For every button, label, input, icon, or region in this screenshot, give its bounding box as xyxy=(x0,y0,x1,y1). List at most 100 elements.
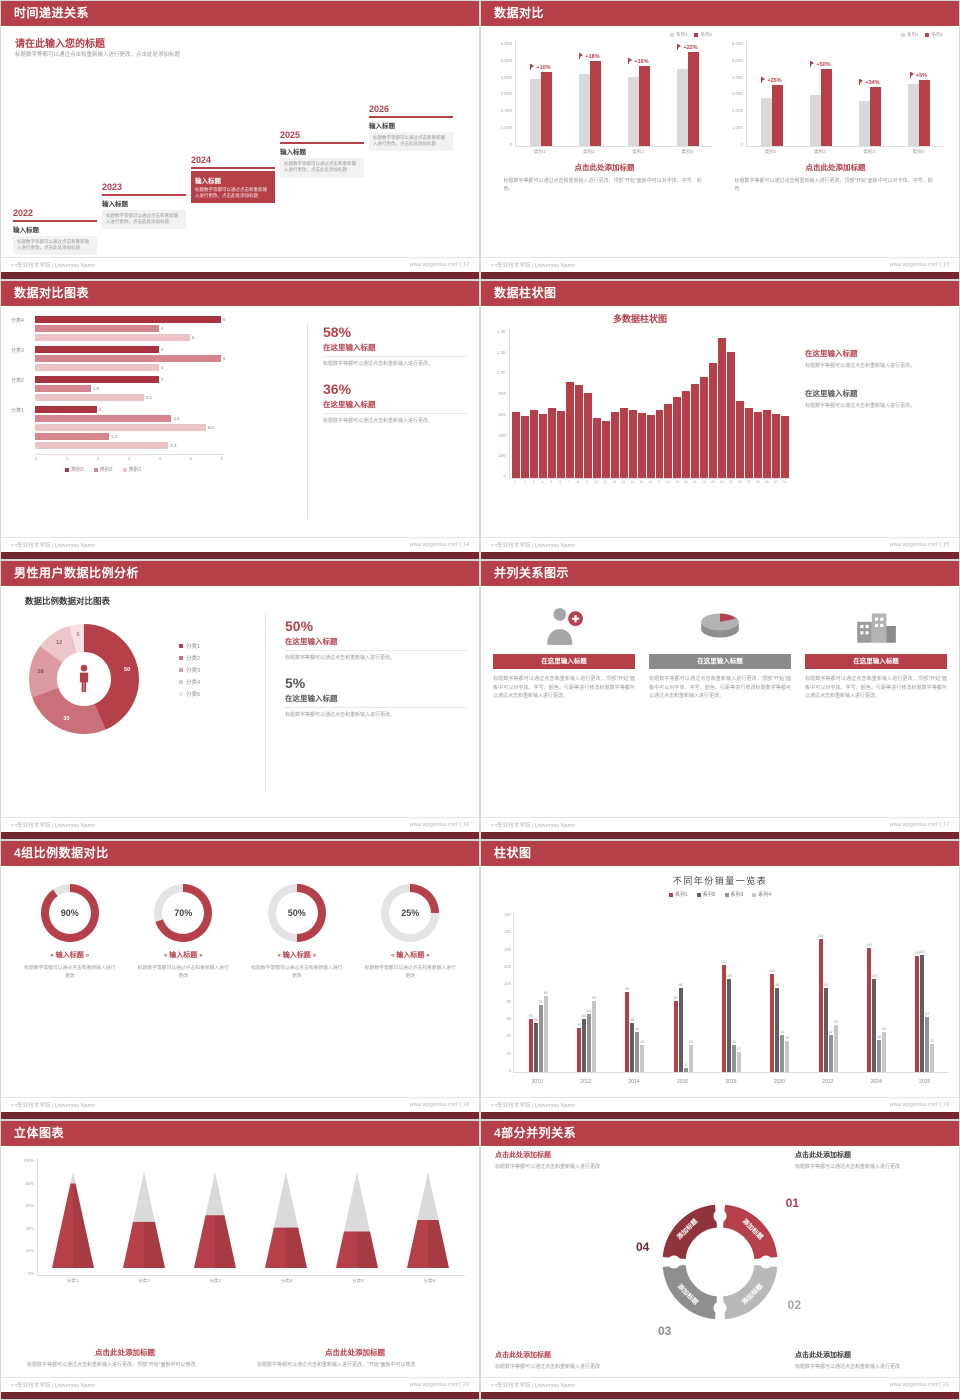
timeline-divider xyxy=(369,115,453,118)
timeline-year: 2023 xyxy=(102,181,123,192)
footer-strip xyxy=(481,832,959,839)
x-label: 分类2 xyxy=(138,1278,150,1283)
x-label: 7 xyxy=(568,480,571,484)
legend-swatch xyxy=(925,33,930,37)
flag-icon xyxy=(859,78,864,85)
x-label: 2010 xyxy=(531,1079,543,1085)
value-label: 30 xyxy=(731,1040,736,1045)
value-label: 35 xyxy=(785,1035,790,1040)
timeline-item: 2026 输入标题 标题数字等都可以通过点击和重新输入进行更改，点击此处添加标题 xyxy=(369,104,453,151)
bar: 30 xyxy=(688,1040,693,1072)
y-tick: 6,000 xyxy=(731,41,743,46)
caption: 点击此处添加标题 标题数字等都可以通过点击和重新输入进行更改，顶部“开始”面板中可… xyxy=(497,162,712,193)
slide-15-column-chart[interactable]: 数据柱状图 多数据柱状图 1.4K 1.2K 1.0K 800 600 400 200 0 1 2… xyxy=(481,281,959,559)
bar xyxy=(763,409,772,478)
right-mark: » xyxy=(85,953,90,959)
slide-footer: ××职业技术学院 | University Name www.aotgenius.… xyxy=(481,537,959,552)
column-chart-panel: 多数据柱状图 1.4K 1.2K 1.0K 800 600 400 200 0 1 2 3 4 5 6 7 8… xyxy=(489,312,791,484)
timeline-desc: 标题数字等都可以通过点击和重新输入进行更改，点击此处添加标题 xyxy=(102,209,186,229)
y-tick: 1.2K xyxy=(496,349,506,355)
legend-item: 分类3 xyxy=(179,666,200,674)
slide-13-data-comparison[interactable]: 数据对比 系列1 系列2 6,000 5,000 4,000 3,000 2,000 1,00… xyxy=(481,1,959,279)
plot-area xyxy=(509,329,791,479)
bar: 75 xyxy=(538,1000,543,1072)
y-axis: 1.4K 1.2K 1.0K 800 600 400 200 0 xyxy=(489,329,509,479)
timeline-divider xyxy=(191,166,275,169)
bar-line: 1.8 xyxy=(35,385,301,392)
slide-21-four-part-relation[interactable]: 4部分并列关系 点击此处添加标题 标题数字等都可以通过点击和重新输入进行更改 点… xyxy=(481,1121,959,1399)
x-label: 20 xyxy=(683,480,688,484)
flag-icon xyxy=(909,72,915,79)
value-label: 4.3 xyxy=(170,443,177,448)
bar: 45 xyxy=(635,1027,640,1072)
column-desc: 标题数字等都可以通过点击和重新输入进行更改，顶部“开始”面板中可以对字体、字号、… xyxy=(493,676,635,699)
text-block-bottom-right: 点击此处添加标题 标题数字等都可以通过点击和重新输入进行更改 xyxy=(795,1350,947,1371)
bars xyxy=(760,85,783,146)
footer-strip xyxy=(1,1112,479,1119)
value-label: 4.4 xyxy=(173,416,180,421)
bar: 130 xyxy=(914,951,920,1072)
stat-heading: 在这里输入标题 xyxy=(323,400,376,409)
y-tick: 1,000 xyxy=(500,125,512,131)
bar-group: 80 95 5 30 xyxy=(673,912,693,1072)
ring-percent: 50% xyxy=(275,892,318,934)
slide-17-parallel-relation[interactable]: 并列关系图示 在这里输入标题 标题数字等都可以通过点击和重新输入进行更改，顶部“开… xyxy=(481,561,959,839)
bar-group: +34% xyxy=(851,78,889,146)
slide-12-time-progression[interactable]: 时间递进关系 请在此输入您的标题 标题数字等都可以通过点击和重新输入进行更改，点… xyxy=(1,1,479,279)
footer-school: ××职业技术学院 | University Name xyxy=(491,823,576,829)
x-label: 类别2 xyxy=(814,149,826,154)
text-block-top-left: 点击此处添加标题 标题数字等都可以通过点击和重新输入进行更改 xyxy=(495,1150,647,1171)
x-label: 9 xyxy=(586,480,589,484)
bars xyxy=(809,69,832,146)
slide-title: 数据对比 xyxy=(481,1,959,26)
legend-swatch xyxy=(752,892,757,897)
chart-legend: 类别3 类别2 类别1 xyxy=(65,466,301,473)
x-tick: 2 xyxy=(96,456,100,461)
vertical-divider xyxy=(265,612,266,791)
value-label: 3.5 xyxy=(145,395,152,400)
footer-site-page: www.aotgenius.com | 17 xyxy=(889,822,949,828)
x-label: 13 xyxy=(621,480,626,484)
x-label: 分类5 xyxy=(352,1278,364,1283)
block-desc: 标题数字等都可以通过点击和重新输入进行更改 xyxy=(795,1164,901,1170)
legend-swatch xyxy=(669,33,674,37)
timeline-desc: 标题数字等都可以通过点击和重新输入进行更改，点击此处添加标题 xyxy=(280,157,364,177)
bars xyxy=(529,72,552,146)
bar xyxy=(35,394,144,401)
bar xyxy=(556,410,565,478)
donut-ring: 50 30 18 12 5 xyxy=(29,624,139,734)
bar-group: +18% xyxy=(571,53,609,146)
legend-item: 类别3 xyxy=(65,466,84,473)
plot-wrap: 1 2 3 4 5 6 7 8 9 10 11 12 13 14 15 16 17 18 19 20 21 22 23 24 2… xyxy=(509,329,791,484)
bars: 4 1.8 3.5 xyxy=(35,376,301,401)
item-title: « 输入标题 » xyxy=(163,952,203,959)
legend-item: 分类5 xyxy=(179,690,200,698)
bar xyxy=(682,390,691,478)
series1-bar xyxy=(907,83,919,146)
bars xyxy=(907,80,930,146)
caption-left: 点击此处添加标题 标题数字等都可以通过点击和重新输入进行更改，顶部“开始”面板中… xyxy=(27,1347,223,1369)
item-title: « 输入标题 » xyxy=(390,952,430,959)
x-label: 15 xyxy=(639,480,643,484)
bar xyxy=(736,401,745,478)
caption: 点击此处添加标题 标题数字等都可以通过点击和重新输入进行更改，顶部“开始”面板中可… xyxy=(728,162,943,193)
value-label: 95 xyxy=(678,982,683,987)
block-desc: 标题数字等都可以通过点击和重新输入进行更改 xyxy=(795,1364,901,1370)
bar: 95 xyxy=(775,983,780,1072)
cone xyxy=(51,1170,97,1275)
slide-19-column-chart[interactable]: 柱状图 不同年份销量一览表 系列1 系列2 系列3 系列4 180 160 140 120 1… xyxy=(481,841,959,1119)
text-blocks: 在这里输入标题 标题数字等都可以通过点击和重新输入进行更改。 在这里输入标题 标题数字… xyxy=(805,348,949,428)
slide-20-3d-chart[interactable]: 立体图表 100% 80% 60% 40% 20% 0% 分类1 分类2 分类3 分类4 分类5 分… xyxy=(1,1121,479,1399)
legend-item: 系列4 xyxy=(752,891,771,898)
slide-14-comparison-chart[interactable]: 数据对比图表 分类4 6 4 5 分类3 4 6 4 分类2 4 1.8 3.5 分类1 2 4.4 5.5 2… xyxy=(1,281,479,559)
bar: 30 xyxy=(731,1040,736,1072)
value-label: 53 xyxy=(833,1019,838,1024)
y-tick: 100 xyxy=(504,981,511,987)
footer-site-page: www.aotgenius.com | 15 xyxy=(889,542,949,548)
cone-shape xyxy=(122,1172,165,1268)
slide-16-male-ratio-analysis[interactable]: 男性用户数据比例分析 数据比例数据对比图表 50 30 18 12 5 分类1 分类2 分类… xyxy=(1,561,479,839)
x-label: 类别1 xyxy=(764,149,777,154)
bar: 45 xyxy=(881,1027,886,1072)
slide-18-four-ratio-comparison[interactable]: 4组比例数据对比 90% « 输入标题 » 标题数字等都可以通过点击和重新输入进行更… xyxy=(1,841,479,1119)
legend-swatch xyxy=(724,892,729,897)
